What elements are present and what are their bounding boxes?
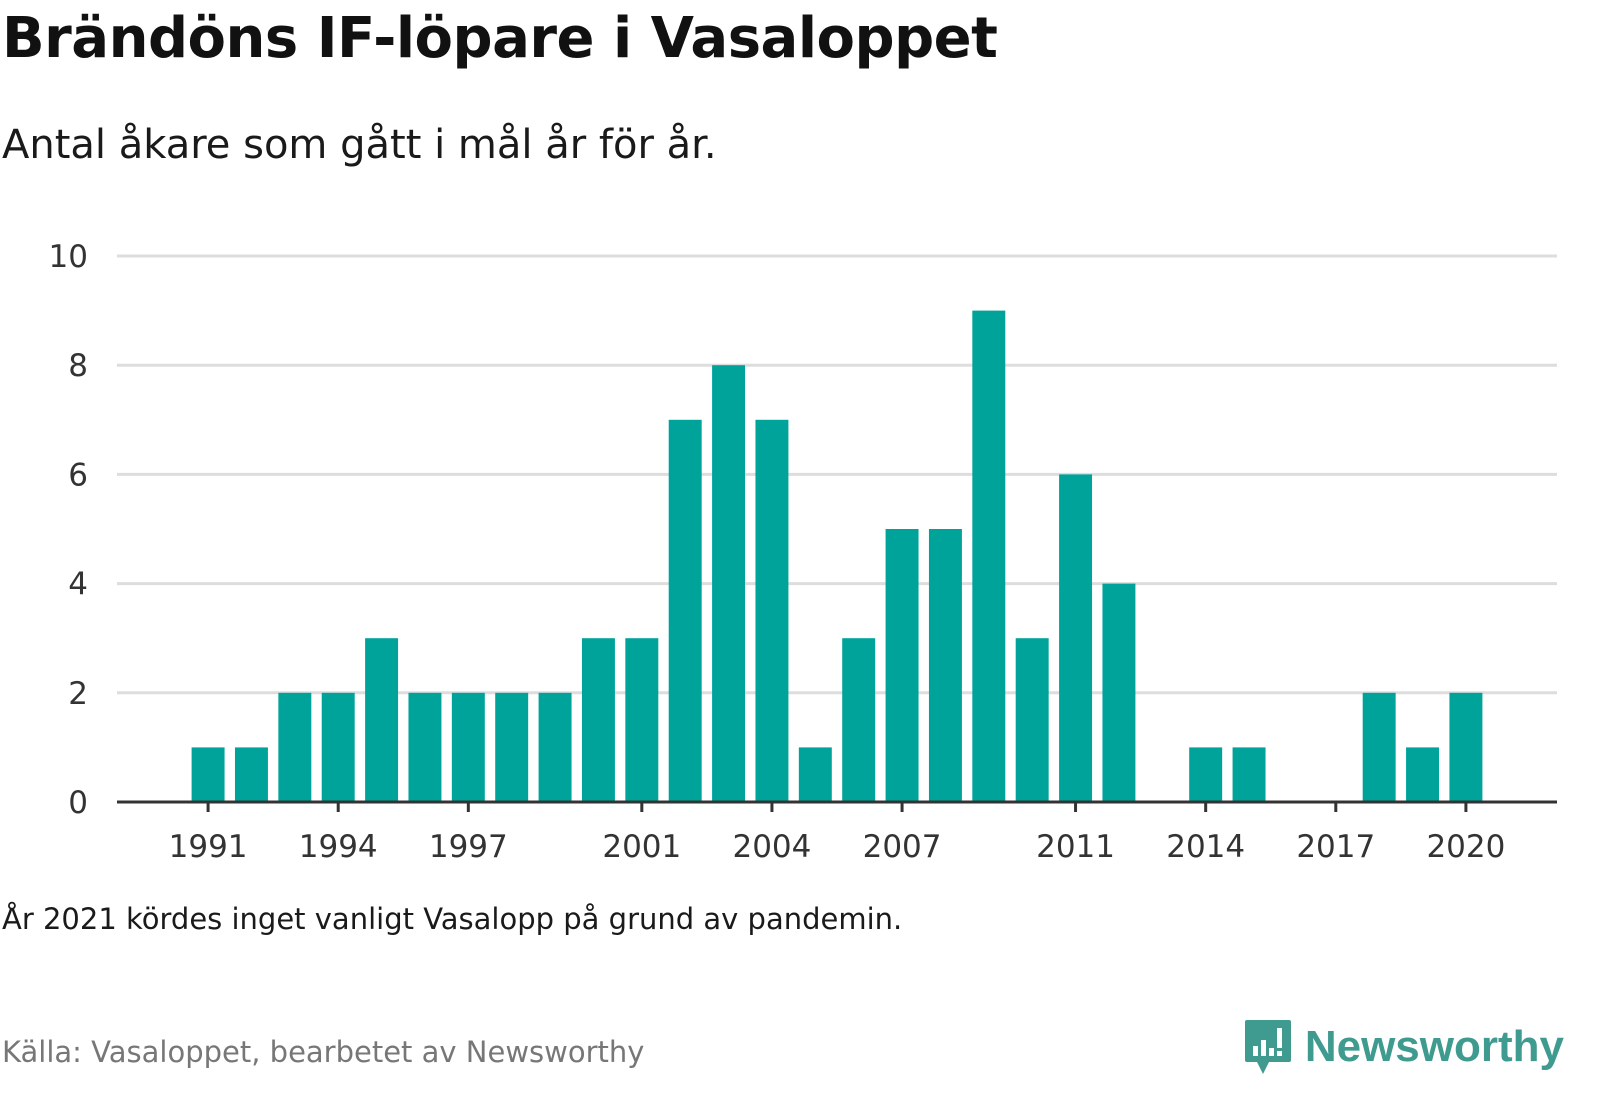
bar-2008 — [928, 529, 962, 802]
x-tick-label: 2004 — [732, 829, 811, 860]
bar-2005 — [798, 747, 832, 802]
newsworthy-logo: Newsworthy — [1243, 1018, 1564, 1076]
bar-2007 — [885, 529, 919, 802]
source-text: Källa: Vasaloppet, bearbetet av Newswort… — [2, 1035, 645, 1069]
bars — [191, 310, 1483, 802]
bar-2002 — [668, 419, 702, 802]
x-tick-label: 2014 — [1166, 829, 1245, 860]
newsworthy-logo-text: Newsworthy — [1304, 1022, 1564, 1071]
bar-1996 — [408, 692, 442, 802]
bar-1993 — [278, 692, 312, 802]
bar-1998 — [495, 692, 529, 802]
bar-1994 — [321, 692, 355, 802]
bar-2012 — [1102, 583, 1136, 802]
bar-2014 — [1189, 747, 1223, 802]
bar-2000 — [581, 638, 615, 802]
x-tick-label: 2020 — [1426, 829, 1505, 860]
y-tick-label: 8 — [68, 348, 88, 384]
x-tick-label: 2001 — [602, 829, 681, 860]
bar-1995 — [365, 638, 399, 802]
x-tick-label: 2011 — [1036, 829, 1115, 860]
x-tick-label: 2017 — [1296, 829, 1375, 860]
x-tick-label: 1997 — [429, 829, 508, 860]
bar-1997 — [451, 692, 485, 802]
bar-2018 — [1362, 692, 1396, 802]
x-tick-label: 1994 — [299, 829, 378, 860]
y-tick-labels: 0 2 4 6 8 10 — [49, 239, 88, 821]
bar-2009 — [972, 310, 1006, 802]
newsworthy-logo-icon — [1244, 1020, 1291, 1074]
bar-chart: 0 2 4 6 8 10 1991 1994 1997 2001 2004 2007 2011 2014… — [49, 239, 1557, 860]
y-tick-label: 10 — [49, 239, 88, 275]
x-tick-label: 1991 — [169, 829, 248, 860]
bar-2011 — [1059, 474, 1093, 802]
bar-2003 — [712, 365, 746, 802]
bar-1992 — [234, 747, 268, 802]
x-tick-label: 2007 — [863, 829, 942, 860]
grid-lines — [117, 254, 1557, 695]
bar-2019 — [1406, 747, 1440, 802]
y-tick-label: 0 — [68, 785, 88, 821]
x-axis — [117, 800, 1557, 812]
bar-1991 — [191, 747, 225, 802]
footnote: År 2021 kördes inget vanligt Vasalopp på… — [2, 902, 903, 936]
y-tick-label: 4 — [68, 567, 88, 603]
bar-2006 — [842, 638, 876, 802]
bar-2004 — [755, 419, 789, 802]
y-tick-label: 6 — [68, 457, 88, 493]
bar-2010 — [1015, 638, 1049, 802]
bar-2001 — [625, 638, 659, 802]
bar-2015 — [1232, 747, 1266, 802]
bar-2020 — [1449, 692, 1483, 802]
bar-1999 — [538, 692, 572, 802]
chart-title: Brändöns IF-löpare i Vasaloppet — [2, 6, 998, 71]
x-tick-labels: 1991 1994 1997 2001 2004 2007 2011 2014 2017 2020 — [169, 829, 1506, 860]
chart-subtitle: Antal åkare som gått i mål år för år. — [2, 122, 717, 168]
y-tick-label: 2 — [68, 676, 88, 712]
